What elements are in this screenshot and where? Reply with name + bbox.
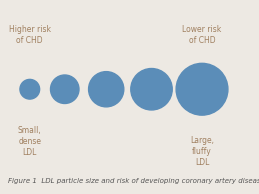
Text: Large,
fluffy
LDL: Large, fluffy LDL: [190, 136, 214, 167]
Ellipse shape: [51, 75, 79, 103]
Text: Lower risk
of CHD: Lower risk of CHD: [182, 25, 222, 45]
Text: Higher risk
of CHD: Higher risk of CHD: [9, 25, 51, 45]
Ellipse shape: [20, 79, 40, 99]
Ellipse shape: [131, 68, 172, 110]
Ellipse shape: [176, 63, 228, 115]
Text: Small,
dense
LDL: Small, dense LDL: [18, 126, 42, 157]
Ellipse shape: [89, 72, 124, 107]
Text: Figure 1  LDL particle size and risk of developing coronary artery disease (CHD): Figure 1 LDL particle size and risk of d…: [8, 178, 259, 184]
